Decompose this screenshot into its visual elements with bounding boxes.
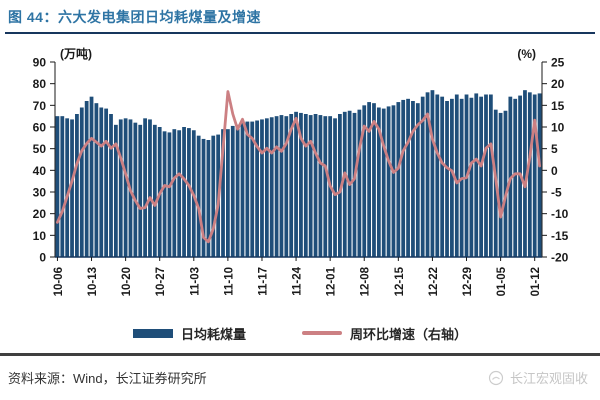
svg-text:10: 10 [33,229,47,243]
watermark-text: 长江宏观固收 [509,371,588,386]
svg-text:70: 70 [33,99,47,113]
svg-text:01-05: 01-05 [496,266,508,296]
svg-text:-10: -10 [551,207,569,221]
svg-text:0: 0 [39,251,46,265]
svg-text:-15: -15 [551,229,569,243]
svg-text:10-06: 10-06 [53,267,65,296]
chart-canvas: 90807060504030201002520151050-5-10-15-20… [33,46,569,296]
svg-text:50: 50 [33,142,47,156]
axis-labels: 90807060504030201002520151050-5-10-15-20… [33,46,569,296]
svg-text:80: 80 [33,77,47,91]
svg-text:-20: -20 [551,251,569,265]
figure-title: 图 44：六大发电集团日均耗煤量及增速 [8,9,261,25]
svg-text:11-10: 11-10 [223,267,235,296]
footer: 资料来源：Wind，长江证券研究所 长江宏观固收 [0,356,600,387]
svg-text:-5: -5 [551,186,562,200]
svg-text:0: 0 [551,164,558,178]
legend-item-line: 周环比增速（右轴） [302,324,467,343]
axes [50,61,547,261]
growth-line-series [56,90,541,244]
source-text: 资料来源：Wind，长江证券研究所 [8,371,207,386]
svg-text:12-22: 12-22 [428,267,440,296]
svg-text:10-27: 10-27 [155,267,167,296]
svg-text:12-29: 12-29 [462,267,474,296]
watermark: 长江宏观固收 [488,368,588,387]
svg-text:20: 20 [33,207,47,221]
svg-text:11-17: 11-17 [257,267,269,296]
svg-text:30: 30 [33,186,47,200]
svg-text:11-24: 11-24 [292,266,304,295]
title-rule [5,32,595,34]
legend-line-label: 周环比增速（右轴） [350,326,468,342]
svg-text:40: 40 [33,164,47,178]
svg-text:12-15: 12-15 [394,266,406,296]
legend-item-bar: 日均耗煤量 [132,324,246,343]
svg-text:11-03: 11-03 [189,267,201,296]
svg-text:01-12: 01-12 [530,267,542,296]
svg-text:60: 60 [33,121,47,135]
svg-text:5: 5 [551,142,558,156]
legend-bar-swatch [132,328,173,338]
chart-legend: 日均耗煤量 周环比增速（右轴） [0,321,600,345]
svg-text:(万吨): (万吨) [60,46,92,61]
svg-text:15: 15 [551,99,565,113]
svg-text:12-01: 12-01 [326,266,338,296]
legend-bar-label: 日均耗煤量 [180,326,246,342]
svg-text:12-08: 12-08 [360,266,372,296]
svg-text:10-20: 10-20 [121,267,133,296]
svg-text:10: 10 [551,121,565,135]
svg-text:10-13: 10-13 [87,267,99,296]
bars-series [55,90,542,257]
svg-text:(%): (%) [517,47,536,61]
legend-line-swatch [302,331,342,335]
bottom-rule [0,353,600,356]
svg-text:20: 20 [551,77,565,91]
svg-text:90: 90 [33,56,47,70]
watermark-logo-icon [488,370,504,385]
svg-text:25: 25 [551,56,565,70]
